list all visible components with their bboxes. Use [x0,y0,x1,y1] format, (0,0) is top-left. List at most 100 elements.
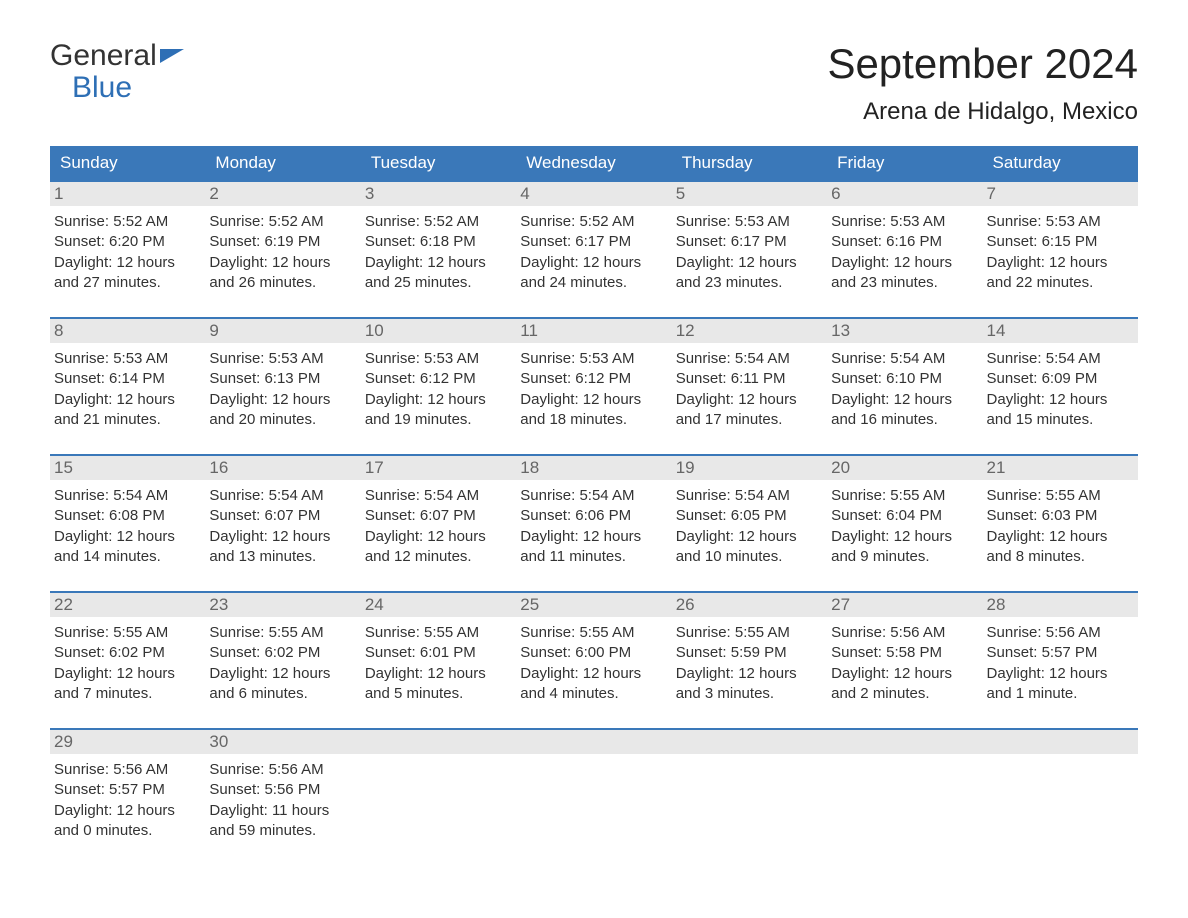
day-content: Sunrise: 5:55 AMSunset: 6:03 PMDaylight:… [983,480,1138,573]
sunrise-line: Sunrise: 5:54 AM [209,486,356,506]
daylight-line: Daylight: 12 hours and 15 minutes. [987,390,1134,431]
sunset-line: Sunset: 5:56 PM [209,780,356,800]
month-title: September 2024 [827,40,1138,88]
day-number: 28 [983,593,1138,617]
sunset-line: Sunset: 6:07 PM [209,506,356,526]
day-number [827,730,982,754]
sunrise-line: Sunrise: 5:54 AM [831,349,978,369]
day-header-friday: Friday [827,146,982,180]
day-number: 20 [827,456,982,480]
sunset-line: Sunset: 6:17 PM [676,232,823,252]
day-cell: 5Sunrise: 5:53 AMSunset: 6:17 PMDaylight… [672,182,827,299]
day-cell: 1Sunrise: 5:52 AMSunset: 6:20 PMDaylight… [50,182,205,299]
daylight-line: Daylight: 12 hours and 21 minutes. [54,390,201,431]
day-content: Sunrise: 5:52 AMSunset: 6:19 PMDaylight:… [205,206,360,299]
sunrise-line: Sunrise: 5:52 AM [365,212,512,232]
sunrise-line: Sunrise: 5:53 AM [676,212,823,232]
sunrise-line: Sunrise: 5:55 AM [676,623,823,643]
day-cell: 16Sunrise: 5:54 AMSunset: 6:07 PMDayligh… [205,456,360,573]
day-content: Sunrise: 5:54 AMSunset: 6:05 PMDaylight:… [672,480,827,573]
day-cell: 21Sunrise: 5:55 AMSunset: 6:03 PMDayligh… [983,456,1138,573]
day-content: Sunrise: 5:52 AMSunset: 6:18 PMDaylight:… [361,206,516,299]
sunset-line: Sunset: 6:15 PM [987,232,1134,252]
sunrise-line: Sunrise: 5:53 AM [831,212,978,232]
daylight-line: Daylight: 12 hours and 7 minutes. [54,664,201,705]
day-number: 5 [672,182,827,206]
day-cell [672,730,827,847]
week-row: 8Sunrise: 5:53 AMSunset: 6:14 PMDaylight… [50,317,1138,436]
day-cell: 6Sunrise: 5:53 AMSunset: 6:16 PMDaylight… [827,182,982,299]
daylight-line: Daylight: 12 hours and 27 minutes. [54,253,201,294]
day-cell: 7Sunrise: 5:53 AMSunset: 6:15 PMDaylight… [983,182,1138,299]
sunset-line: Sunset: 5:58 PM [831,643,978,663]
day-header-monday: Monday [205,146,360,180]
sunrise-line: Sunrise: 5:55 AM [209,623,356,643]
day-number: 9 [205,319,360,343]
sunset-line: Sunset: 5:59 PM [676,643,823,663]
sunset-line: Sunset: 6:05 PM [676,506,823,526]
sunset-line: Sunset: 6:11 PM [676,369,823,389]
daylight-line: Daylight: 12 hours and 20 minutes. [209,390,356,431]
sunrise-line: Sunrise: 5:53 AM [209,349,356,369]
daylight-line: Daylight: 11 hours and 59 minutes. [209,801,356,842]
sunset-line: Sunset: 6:12 PM [365,369,512,389]
day-content: Sunrise: 5:53 AMSunset: 6:15 PMDaylight:… [983,206,1138,299]
day-content: Sunrise: 5:56 AMSunset: 5:58 PMDaylight:… [827,617,982,710]
sunset-line: Sunset: 6:16 PM [831,232,978,252]
daylight-line: Daylight: 12 hours and 24 minutes. [520,253,667,294]
sunrise-line: Sunrise: 5:53 AM [365,349,512,369]
day-cell [361,730,516,847]
sunset-line: Sunset: 6:02 PM [54,643,201,663]
day-cell: 8Sunrise: 5:53 AMSunset: 6:14 PMDaylight… [50,319,205,436]
calendar: SundayMondayTuesdayWednesdayThursdayFrid… [50,146,1138,847]
daylight-line: Daylight: 12 hours and 11 minutes. [520,527,667,568]
daylight-line: Daylight: 12 hours and 16 minutes. [831,390,978,431]
day-number: 14 [983,319,1138,343]
daylight-line: Daylight: 12 hours and 2 minutes. [831,664,978,705]
day-content: Sunrise: 5:56 AMSunset: 5:57 PMDaylight:… [983,617,1138,710]
sunset-line: Sunset: 6:03 PM [987,506,1134,526]
daylight-line: Daylight: 12 hours and 23 minutes. [831,253,978,294]
sunset-line: Sunset: 6:10 PM [831,369,978,389]
sunrise-line: Sunrise: 5:55 AM [831,486,978,506]
sunset-line: Sunset: 5:57 PM [54,780,201,800]
day-content: Sunrise: 5:55 AMSunset: 6:01 PMDaylight:… [361,617,516,710]
sunrise-line: Sunrise: 5:52 AM [54,212,201,232]
day-cell [516,730,671,847]
logo-line-1: General [50,40,184,72]
week-row: 1Sunrise: 5:52 AMSunset: 6:20 PMDaylight… [50,180,1138,299]
day-number: 1 [50,182,205,206]
day-header-row: SundayMondayTuesdayWednesdayThursdayFrid… [50,146,1138,180]
day-cell: 14Sunrise: 5:54 AMSunset: 6:09 PMDayligh… [983,319,1138,436]
day-cell: 11Sunrise: 5:53 AMSunset: 6:12 PMDayligh… [516,319,671,436]
day-content: Sunrise: 5:56 AMSunset: 5:57 PMDaylight:… [50,754,205,847]
sunset-line: Sunset: 6:13 PM [209,369,356,389]
day-content: Sunrise: 5:55 AMSunset: 5:59 PMDaylight:… [672,617,827,710]
sunrise-line: Sunrise: 5:52 AM [520,212,667,232]
sunset-line: Sunset: 6:06 PM [520,506,667,526]
day-number: 12 [672,319,827,343]
sunrise-line: Sunrise: 5:54 AM [365,486,512,506]
day-number: 10 [361,319,516,343]
week-row: 29Sunrise: 5:56 AMSunset: 5:57 PMDayligh… [50,728,1138,847]
daylight-line: Daylight: 12 hours and 3 minutes. [676,664,823,705]
daylight-line: Daylight: 12 hours and 23 minutes. [676,253,823,294]
day-content: Sunrise: 5:53 AMSunset: 6:17 PMDaylight:… [672,206,827,299]
daylight-line: Daylight: 12 hours and 19 minutes. [365,390,512,431]
sunset-line: Sunset: 6:09 PM [987,369,1134,389]
day-number: 26 [672,593,827,617]
daylight-line: Daylight: 12 hours and 22 minutes. [987,253,1134,294]
daylight-line: Daylight: 12 hours and 0 minutes. [54,801,201,842]
day-content: Sunrise: 5:54 AMSunset: 6:09 PMDaylight:… [983,343,1138,436]
day-number: 13 [827,319,982,343]
day-number: 23 [205,593,360,617]
day-number: 2 [205,182,360,206]
daylight-line: Daylight: 12 hours and 25 minutes. [365,253,512,294]
sunset-line: Sunset: 6:18 PM [365,232,512,252]
day-number: 16 [205,456,360,480]
day-cell: 19Sunrise: 5:54 AMSunset: 6:05 PMDayligh… [672,456,827,573]
sunrise-line: Sunrise: 5:55 AM [54,623,201,643]
day-number: 29 [50,730,205,754]
sunset-line: Sunset: 6:00 PM [520,643,667,663]
sunrise-line: Sunrise: 5:56 AM [209,760,356,780]
